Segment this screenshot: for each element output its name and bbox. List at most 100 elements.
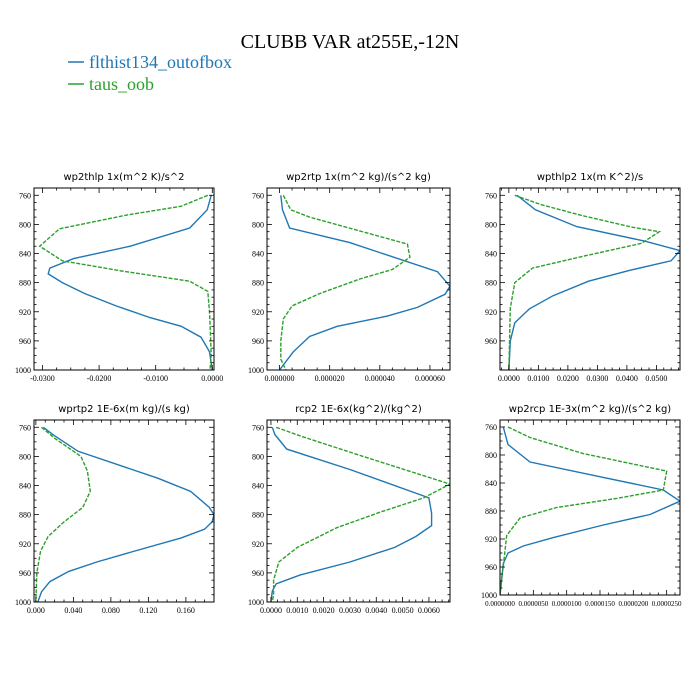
- x-tick-label: -0.0200: [87, 374, 112, 383]
- plot-frame: [266, 419, 451, 603]
- x-tick-label: 0.0000050: [518, 600, 548, 608]
- y-tick-label: 920: [19, 540, 31, 549]
- panel-5: rcp2 1E-6x(kg^2)/(kg^2) 760 800 840 880 920 96…: [248, 404, 451, 615]
- x-tick-label: -0.0300: [30, 374, 55, 383]
- series-line-flthist134: [278, 195, 450, 370]
- series-line-flthist134: [508, 194, 680, 370]
- series-line-flthist134: [270, 427, 433, 602]
- series-line-taus-oob: [500, 426, 668, 595]
- x-tick-label: 0.080: [102, 606, 120, 615]
- y-tick-label: 800: [485, 451, 497, 460]
- series-line-taus-oob: [35, 426, 92, 602]
- y-tick-label: 800: [252, 452, 264, 461]
- y-tick-label: 840: [19, 482, 31, 491]
- y-tick-label: 960: [252, 569, 264, 578]
- x-tick-label: 0.0050: [392, 606, 414, 615]
- y-tick-label: 960: [19, 569, 31, 578]
- plot-frame: [266, 187, 451, 371]
- panel-title: wp2rcp 1E-3x(m^2 kg)/(s^2 kg): [509, 404, 672, 415]
- x-tick-label: 0.0060: [418, 606, 440, 615]
- x-tick-label: 0.0030: [339, 606, 361, 615]
- y-tick-label: 840: [485, 479, 497, 488]
- panel-2: wp2rtp 1x(m^2 kg)/(s^2 kg) 760 800 840 880 92…: [248, 172, 451, 383]
- legend: flthist134_outofbox taus_oob: [68, 52, 232, 94]
- panels-grid: wp2thlp 1x(m^2 K)/s^2 760 800 840 880 920 960 1…: [15, 172, 682, 615]
- x-tick-label: 0.0000100: [552, 600, 582, 608]
- x-tick-label: 0.000060: [415, 374, 445, 383]
- y-tick-label: 960: [252, 337, 264, 346]
- x-tick-label: 0.0500: [645, 374, 667, 383]
- panel-1: wp2thlp 1x(m^2 K)/s^2 760 800 840 880 920 960 1…: [15, 172, 223, 383]
- x-tick-label: 0.0000: [201, 374, 223, 383]
- panel-title: wpthlp2 1x(m K^2)/s: [537, 172, 643, 183]
- x-tick-label: 0.120: [139, 606, 157, 615]
- y-tick-label: 840: [252, 482, 264, 491]
- plot-frame: [499, 419, 681, 596]
- x-tick-label: 0.040: [64, 606, 82, 615]
- y-tick-label: 840: [19, 250, 31, 259]
- y-tick-label: 760: [485, 191, 497, 200]
- x-tick-label: 0.000040: [365, 374, 395, 383]
- y-tick-label: 840: [485, 250, 497, 259]
- x-tick-label: 0.0010: [286, 606, 308, 615]
- x-tick-label: 0.0000: [260, 606, 282, 615]
- y-tick-label: 800: [485, 220, 497, 229]
- x-tick-label: 0.0040: [365, 606, 387, 615]
- y-tick-label: 880: [485, 279, 497, 288]
- x-tick-label: 0.0300: [586, 374, 608, 383]
- panel-3: wpthlp2 1x(m K^2)/s 760 800 840 880 920 960 0.0…: [485, 172, 681, 383]
- y-tick-label: 880: [19, 511, 31, 520]
- y-tick-label: 1000: [481, 591, 497, 600]
- y-tick-label: 880: [252, 511, 264, 520]
- series-line-flthist134: [37, 426, 214, 602]
- series-line-taus-oob: [271, 426, 450, 602]
- panel-4: wprtp2 1E-6x(m kg)/(s kg) 760 800 840 880 920…: [15, 404, 215, 615]
- y-tick-label: 1000: [248, 598, 264, 607]
- y-tick-label: 880: [485, 507, 497, 516]
- panel-title: rcp2 1E-6x(kg^2)/(kg^2): [295, 404, 422, 415]
- y-tick-label: 760: [485, 423, 497, 432]
- y-tick-label: 960: [485, 337, 497, 346]
- y-tick-label: 760: [252, 423, 264, 432]
- y-tick-label: 800: [19, 220, 31, 229]
- y-tick-label: 960: [485, 563, 497, 572]
- legend-label-flthist134: flthist134_outofbox: [89, 52, 232, 72]
- series-line-taus-oob: [38, 194, 212, 370]
- x-tick-label: 0.160: [177, 606, 195, 615]
- y-tick-label: 920: [19, 308, 31, 317]
- panel-6: wp2rcp 1E-3x(m^2 kg)/(s^2 kg) 760 800 840 88…: [481, 404, 682, 608]
- y-tick-label: 800: [19, 452, 31, 461]
- panel-title: wprtp2 1E-6x(m kg)/(s kg): [58, 404, 190, 415]
- x-tick-label: 0.0200: [557, 374, 579, 383]
- y-tick-label: 920: [485, 308, 497, 317]
- y-tick-label: 1000: [248, 366, 264, 375]
- panel-title: wp2thlp 1x(m^2 K)/s^2: [63, 172, 184, 183]
- panel-title: wp2rtp 1x(m^2 kg)/(s^2 kg): [286, 172, 431, 183]
- y-tick-label: 920: [485, 535, 497, 544]
- y-tick-label: 760: [19, 423, 31, 432]
- x-tick-label: 0.0000150: [585, 600, 615, 608]
- x-tick-label: 0.000020: [315, 374, 345, 383]
- x-tick-label: 0.0000000: [485, 600, 515, 608]
- x-tick-label: 0.0000200: [618, 600, 648, 608]
- series-line-taus-oob: [508, 194, 662, 370]
- plot-frame: [33, 187, 215, 371]
- y-tick-label: 920: [252, 308, 264, 317]
- x-tick-label: 0.0000250: [652, 600, 682, 608]
- legend-label-taus-oob: taus_oob: [89, 74, 154, 94]
- y-tick-label: 920: [252, 540, 264, 549]
- x-tick-label: 0.0400: [616, 374, 638, 383]
- x-tick-label: 0.000: [27, 606, 45, 615]
- series-line-flthist134: [47, 195, 213, 370]
- y-tick-label: 760: [252, 191, 264, 200]
- y-tick-label: 960: [19, 337, 31, 346]
- series-line-flthist134: [500, 426, 680, 595]
- x-tick-label: 0.0100: [527, 374, 549, 383]
- y-tick-label: 840: [252, 250, 264, 259]
- x-tick-label: 0.000000: [265, 374, 295, 383]
- x-tick-label: -0.0100: [143, 374, 168, 383]
- y-tick-label: 1000: [15, 598, 31, 607]
- y-tick-label: 800: [252, 220, 264, 229]
